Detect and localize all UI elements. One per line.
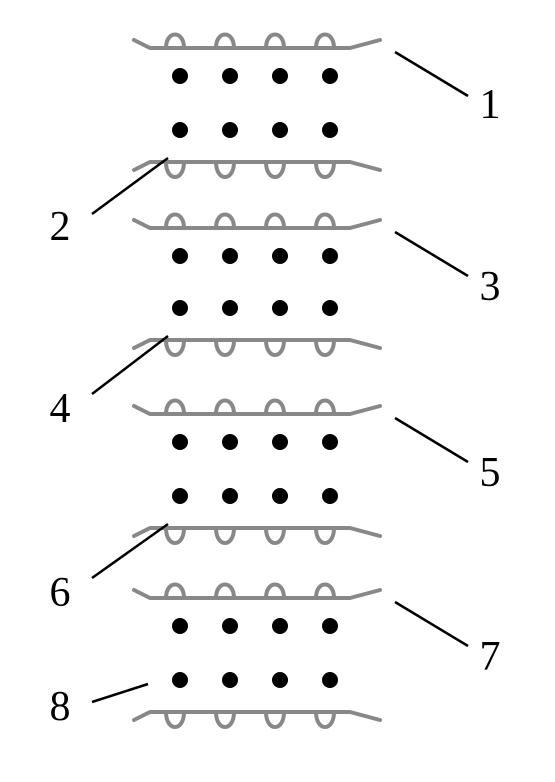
- label-3: 3: [470, 263, 510, 311]
- leaders: [92, 52, 468, 702]
- dot: [322, 434, 338, 450]
- coil_up: [134, 401, 380, 415]
- label-6: 6: [40, 569, 80, 617]
- label-4: 4: [40, 385, 80, 433]
- coil_down: [134, 712, 380, 727]
- leader-line: [92, 336, 168, 394]
- dot: [172, 248, 188, 264]
- leader-line: [395, 602, 468, 646]
- dot: [322, 68, 338, 84]
- dot: [272, 488, 288, 504]
- dot: [172, 488, 188, 504]
- leader-line: [395, 232, 468, 276]
- dot: [322, 672, 338, 688]
- dot: [272, 68, 288, 84]
- dot: [172, 122, 188, 138]
- dot: [322, 300, 338, 316]
- coil_up: [134, 585, 380, 599]
- dot: [222, 248, 238, 264]
- dot: [272, 300, 288, 316]
- leader-line: [395, 418, 468, 462]
- dot: [172, 68, 188, 84]
- coil_up: [134, 35, 380, 49]
- dot-row: [172, 488, 338, 504]
- dot: [322, 122, 338, 138]
- dot: [172, 434, 188, 450]
- coil_down: [134, 162, 380, 177]
- dot: [322, 248, 338, 264]
- dot: [222, 672, 238, 688]
- label-8: 8: [40, 683, 80, 731]
- dot: [322, 488, 338, 504]
- dot: [172, 300, 188, 316]
- leader-line: [92, 684, 148, 702]
- dot-row: [172, 122, 338, 138]
- dot: [222, 122, 238, 138]
- label-2: 2: [40, 203, 80, 251]
- dot-row: [172, 68, 338, 84]
- dot: [222, 434, 238, 450]
- dot: [322, 618, 338, 634]
- dot: [272, 122, 288, 138]
- dot: [272, 434, 288, 450]
- dot-row: [172, 248, 338, 264]
- leader-line: [395, 52, 468, 96]
- dot: [222, 488, 238, 504]
- dot-row: [172, 434, 338, 450]
- dot: [172, 672, 188, 688]
- dot-row: [172, 672, 338, 688]
- dot-row: [172, 300, 338, 316]
- leader-line: [92, 158, 168, 214]
- dot-row: [172, 618, 338, 634]
- leader-line: [92, 524, 168, 578]
- coil_down: [134, 340, 380, 355]
- dot: [272, 672, 288, 688]
- label-5: 5: [470, 449, 510, 497]
- dot: [272, 248, 288, 264]
- dot: [222, 618, 238, 634]
- dot: [272, 618, 288, 634]
- coil_up: [134, 215, 380, 229]
- label-1: 1: [470, 81, 510, 129]
- dot: [222, 68, 238, 84]
- coil_down: [134, 528, 380, 543]
- dot: [172, 618, 188, 634]
- dot: [222, 300, 238, 316]
- label-7: 7: [470, 633, 510, 681]
- rows: [134, 35, 380, 728]
